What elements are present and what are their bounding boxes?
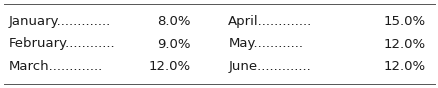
Text: March.............: March............. xyxy=(9,60,103,73)
Text: 12.0%: 12.0% xyxy=(148,60,191,73)
Text: May............: May............ xyxy=(228,37,303,51)
Text: June.............: June............. xyxy=(228,60,310,73)
Text: 8.0%: 8.0% xyxy=(157,15,191,28)
Text: April.............: April............. xyxy=(228,15,312,28)
Text: 15.0%: 15.0% xyxy=(383,15,425,28)
Text: February............: February............ xyxy=(9,37,115,51)
Text: January.............: January............. xyxy=(9,15,111,28)
Text: 9.0%: 9.0% xyxy=(157,37,191,51)
Text: 12.0%: 12.0% xyxy=(383,37,425,51)
Text: 12.0%: 12.0% xyxy=(383,60,425,73)
